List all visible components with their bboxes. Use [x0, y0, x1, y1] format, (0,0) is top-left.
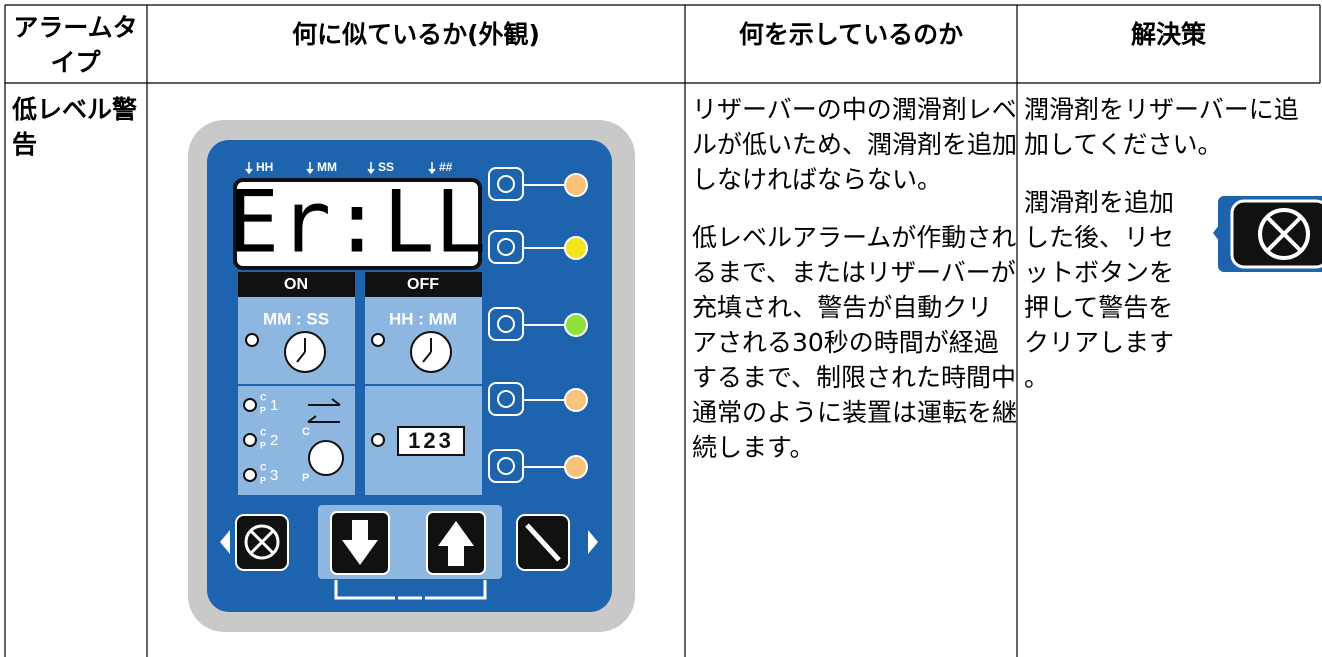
mode-number: 3: [270, 467, 278, 484]
meaning-1: リザーバーの中の潤滑剤レベルが低いため、潤滑剤を追加しなければならない。: [692, 95, 1018, 194]
mode-p: P: [260, 405, 266, 415]
label-arrow: [428, 162, 436, 175]
display-label: SS: [378, 160, 394, 174]
p-label: P: [302, 472, 309, 484]
mode-c: C: [260, 462, 267, 472]
header-meaning: 何を示しているのか: [738, 20, 964, 49]
indicator-icon: [497, 390, 515, 408]
mode-c: C: [260, 427, 267, 437]
header-solution: 解決策: [1130, 20, 1206, 49]
mode-c: C: [260, 392, 267, 402]
indicator-button: [488, 307, 524, 341]
mode-number: 2: [270, 432, 278, 449]
table-lines: [4, 4, 1321, 657]
control-panel: HH MM SS ## Er:LL ON OFF MM : SS HH : MM CP…: [188, 120, 635, 632]
indicator-button: [488, 230, 524, 264]
display-label: HH: [256, 160, 273, 174]
alarm-type: 低レベル警告: [12, 95, 138, 159]
label-arrow: [245, 162, 253, 175]
indicator-light: [564, 313, 588, 337]
display-label: MM: [317, 160, 337, 174]
display-label: ##: [439, 160, 453, 174]
indicator-icon: [497, 315, 515, 333]
mode-number: 1: [270, 397, 278, 414]
off-label: OFF: [407, 276, 439, 293]
c-label: C: [302, 426, 310, 438]
off-format: HH : MM: [389, 309, 457, 328]
indicator-button: [488, 167, 524, 201]
indicator-icon: [497, 238, 515, 256]
solution-2: 潤滑剤を追加した後、リセットボタンを押して警告をクリアします。: [1024, 188, 1175, 392]
meaning-2: 低レベルアラームが作動されるまで、またはリザーバーが充填され、警告が自動クリアさ…: [692, 223, 1018, 462]
indicator-icon: [497, 175, 515, 193]
indicator-icon: [497, 457, 515, 475]
indicator-light: [564, 388, 588, 412]
indicator-light: [564, 173, 588, 197]
mode-p: P: [260, 440, 266, 450]
indicator-light: [564, 236, 588, 260]
header-appearance: 何に似ているか(外観): [292, 20, 540, 49]
solution-1: 潤滑剤をリザーバーに追加してください。: [1024, 95, 1299, 159]
label-arrow: [306, 162, 314, 175]
mode-p: P: [260, 475, 266, 485]
indicator-light: [564, 455, 588, 479]
indicator-button: [488, 449, 524, 483]
indicator-button: [488, 382, 524, 416]
label-arrow: [367, 162, 375, 175]
reset-icon: [1213, 196, 1322, 272]
on-label: ON: [284, 276, 308, 293]
on-format: MM : SS: [263, 309, 329, 328]
counter: 123: [408, 428, 454, 453]
header-alarm-type: アラームタイプ: [13, 13, 138, 77]
display-text: Er:LL: [228, 172, 487, 272]
